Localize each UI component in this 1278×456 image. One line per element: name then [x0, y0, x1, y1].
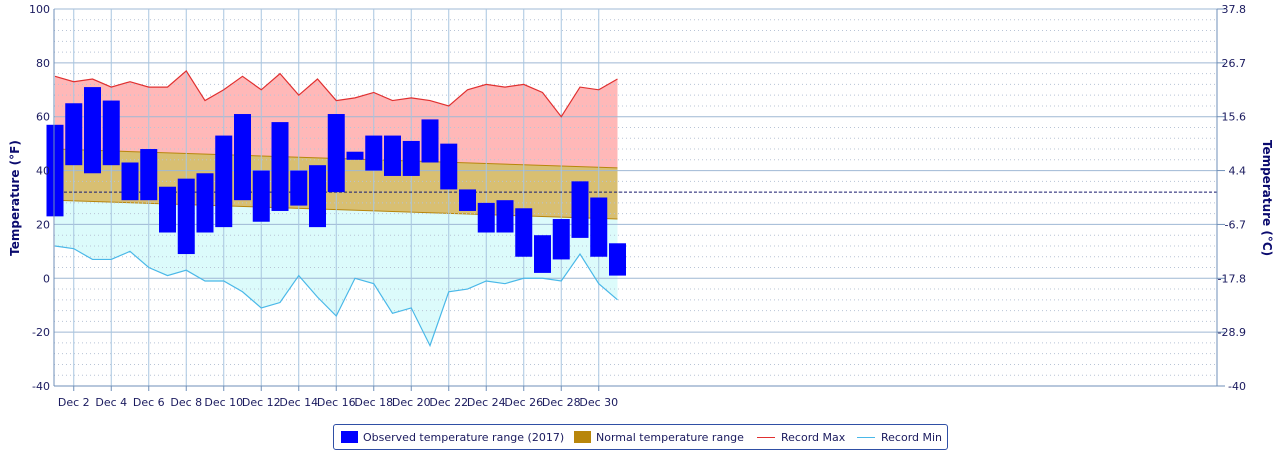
y-tick-label-left: 0	[43, 272, 50, 285]
observed-bar	[440, 143, 458, 190]
legend-observed-label: Observed temperature range (2017)	[363, 431, 565, 444]
y-tick-label-left: 20	[36, 218, 50, 231]
observed-bar	[84, 87, 101, 174]
legend-normal-label: Normal temperature range	[596, 431, 744, 444]
x-tick-label: Dec 16	[317, 396, 356, 409]
y-tick-label-right: -40	[1228, 380, 1246, 393]
y-tick-label-right: 37.8	[1222, 3, 1247, 16]
observed-bar	[534, 235, 551, 273]
y-axis-title-left: Temperature (°F)	[8, 140, 22, 256]
legend-record-max-line	[757, 437, 775, 438]
y-tick-label-right: 4.4	[1229, 165, 1247, 178]
y-tick-label-left: 100	[29, 3, 50, 16]
legend-record-max[interactable]: Record Max	[757, 431, 845, 445]
observed-bar	[290, 170, 308, 206]
observed-bar	[271, 122, 289, 211]
y-tick-label-right: -17.8	[1218, 272, 1246, 285]
record-min-line	[54, 245, 618, 348]
y-tick-label-left: 80	[36, 57, 50, 70]
x-tick-label: Dec 6	[133, 396, 165, 409]
y-tick-label-left: -20	[32, 326, 50, 339]
observed-bar	[496, 200, 514, 233]
x-tick-label: Dec 18	[354, 396, 393, 409]
legend-observed-swatch	[341, 431, 358, 443]
observed-bar	[140, 149, 158, 201]
legend-normal-swatch	[574, 431, 591, 443]
observed-bar	[121, 162, 139, 201]
y-tick-label-right: -6.7	[1225, 218, 1246, 231]
legend-record-min-label: Record Min	[881, 431, 943, 444]
x-tick-label: Dec 14	[279, 396, 318, 409]
y-tick-label-left: 40	[36, 165, 50, 178]
observed-bar	[384, 135, 401, 176]
x-tick-label: Dec 20	[392, 396, 431, 409]
observed-bar	[159, 186, 176, 233]
observed-bar	[196, 173, 214, 233]
y-tick-label-left: -40	[32, 380, 50, 393]
observed-bar	[477, 202, 495, 233]
observed-bar	[177, 178, 195, 255]
x-tick-label: Dec 12	[242, 396, 281, 409]
observed-bar	[421, 119, 439, 163]
observed-bar	[65, 103, 83, 166]
observed-bar	[46, 124, 64, 217]
observed-bar	[552, 219, 570, 260]
x-tick-label: Dec 30	[579, 396, 618, 409]
chart-legend: Observed temperature range (2017) Normal…	[333, 424, 948, 450]
observed-bar	[327, 114, 345, 193]
legend-normal[interactable]: Normal temperature range	[574, 431, 744, 445]
x-tick-label: Dec 22	[429, 396, 468, 409]
y-tick-label-right: -28.9	[1218, 326, 1246, 339]
x-tick-label: Dec 10	[204, 396, 243, 409]
y-tick-label-right: 26.7	[1222, 57, 1247, 70]
observed-bar	[609, 243, 626, 276]
observed-bar	[515, 208, 533, 257]
x-tick-label: Dec 2	[58, 396, 90, 409]
legend-observed[interactable]: Observed temperature range (2017)	[341, 431, 564, 445]
legend-record-min-line	[857, 437, 875, 438]
observed-bar	[402, 140, 420, 176]
observed-bar	[459, 189, 476, 211]
record-max-line	[54, 70, 618, 118]
observed-bar	[215, 135, 233, 228]
observed-bar	[309, 165, 326, 228]
y-tick-label-left: 60	[36, 111, 50, 124]
x-tick-label: Dec 28	[542, 396, 581, 409]
x-tick-label: Dec 24	[467, 396, 506, 409]
y-axis-title-right: Temperature (°C)	[1260, 140, 1274, 256]
observed-bar	[346, 151, 364, 160]
legend-record-min[interactable]: Record Min	[857, 431, 942, 445]
legend-record-max-label: Record Max	[781, 431, 846, 444]
observed-bar	[590, 197, 608, 257]
observed-bar	[365, 135, 383, 171]
observed-bar	[252, 170, 270, 222]
y-tick-label-right: 15.6	[1222, 111, 1247, 124]
x-tick-label: Dec 26	[504, 396, 543, 409]
x-tick-label: Dec 8	[170, 396, 202, 409]
observed-bar	[571, 181, 589, 238]
observed-bar	[102, 100, 120, 166]
observed-bar	[234, 114, 251, 201]
x-tick-label: Dec 4	[95, 396, 127, 409]
